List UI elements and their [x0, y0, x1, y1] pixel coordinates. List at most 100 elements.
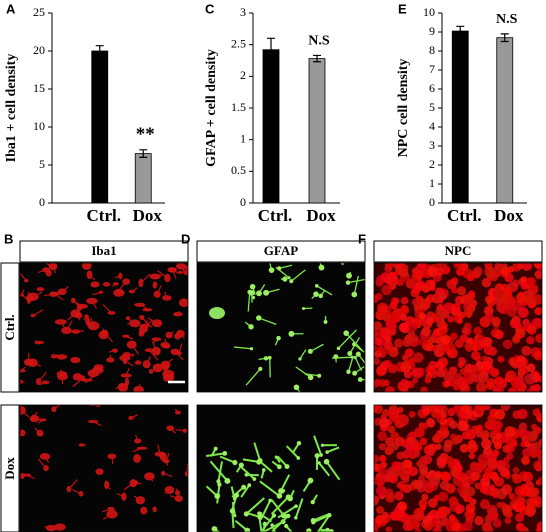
cell [313, 291, 319, 297]
process [147, 317, 158, 324]
cell [428, 360, 438, 371]
cell [479, 485, 488, 494]
micrograph-border [373, 404, 543, 532]
y-tick-label: 6 [429, 81, 435, 95]
micrograph-border [196, 404, 366, 532]
process [124, 359, 134, 367]
cell [445, 483, 456, 494]
panel-letter: C [205, 1, 215, 16]
cell [430, 312, 439, 321]
process [242, 458, 260, 463]
y-tick-label: 7 [429, 62, 435, 76]
process [326, 446, 340, 453]
process [109, 350, 116, 353]
y-tick-label: 0 [240, 195, 246, 209]
cell [449, 420, 458, 429]
cell [325, 450, 329, 454]
bar [91, 50, 109, 204]
process [60, 321, 65, 328]
cell [522, 447, 532, 458]
cell [345, 280, 351, 285]
cell [504, 517, 512, 525]
cell [249, 347, 254, 351]
cell [414, 527, 422, 532]
cell [533, 461, 542, 470]
cell [507, 387, 518, 392]
process [357, 353, 365, 365]
cell [388, 474, 399, 484]
cell [526, 336, 535, 345]
cell [436, 456, 447, 467]
bar [451, 30, 469, 204]
cell [417, 263, 427, 269]
process [140, 509, 144, 512]
y-tick-label: 9 [429, 24, 435, 38]
cell [489, 484, 496, 491]
process [177, 310, 181, 315]
y-tick-label: 3 [429, 138, 435, 152]
y-axis-label: Iba1 + cell density [4, 54, 19, 163]
process [312, 514, 330, 524]
process [258, 317, 277, 326]
cell [399, 484, 408, 493]
micrograph-bg [197, 263, 365, 392]
process [20, 366, 26, 372]
cell [535, 333, 542, 343]
process [164, 291, 168, 299]
cell [455, 263, 463, 267]
cell [443, 507, 450, 514]
cell [478, 372, 489, 383]
process [139, 304, 147, 309]
cell [385, 318, 397, 330]
cell [532, 408, 541, 417]
process [155, 274, 162, 278]
process [92, 291, 101, 296]
process [270, 496, 290, 515]
process [165, 358, 174, 366]
cell [486, 458, 498, 470]
process [150, 369, 154, 372]
cell [457, 420, 469, 432]
cell [471, 350, 481, 361]
cell [428, 498, 438, 508]
process [260, 514, 275, 532]
cell [440, 411, 448, 419]
cell [421, 405, 428, 409]
cell [515, 522, 525, 532]
cell [452, 383, 460, 391]
process [102, 508, 112, 513]
cell [325, 527, 330, 532]
cell [531, 423, 538, 430]
cell [81, 263, 92, 270]
cell [184, 265, 188, 271]
cell [353, 355, 357, 360]
cell [320, 443, 325, 447]
cell [284, 523, 289, 529]
cell [277, 266, 282, 271]
cell [404, 380, 412, 388]
cell [508, 492, 516, 500]
cell [385, 492, 396, 503]
cell [209, 307, 225, 319]
cell [391, 297, 399, 306]
process [230, 486, 236, 500]
process [20, 294, 30, 301]
cell [327, 513, 332, 518]
process [115, 292, 120, 297]
process [138, 383, 141, 390]
cell [405, 278, 416, 289]
cell [340, 263, 345, 265]
cell [296, 456, 301, 460]
cell [383, 340, 393, 350]
process [123, 482, 134, 491]
cell [435, 443, 442, 450]
cell [474, 482, 482, 490]
process [82, 263, 88, 267]
cell [493, 288, 504, 299]
cell [496, 302, 507, 313]
cell [521, 345, 532, 356]
process [32, 291, 43, 298]
cell [466, 337, 473, 344]
process [245, 497, 265, 515]
